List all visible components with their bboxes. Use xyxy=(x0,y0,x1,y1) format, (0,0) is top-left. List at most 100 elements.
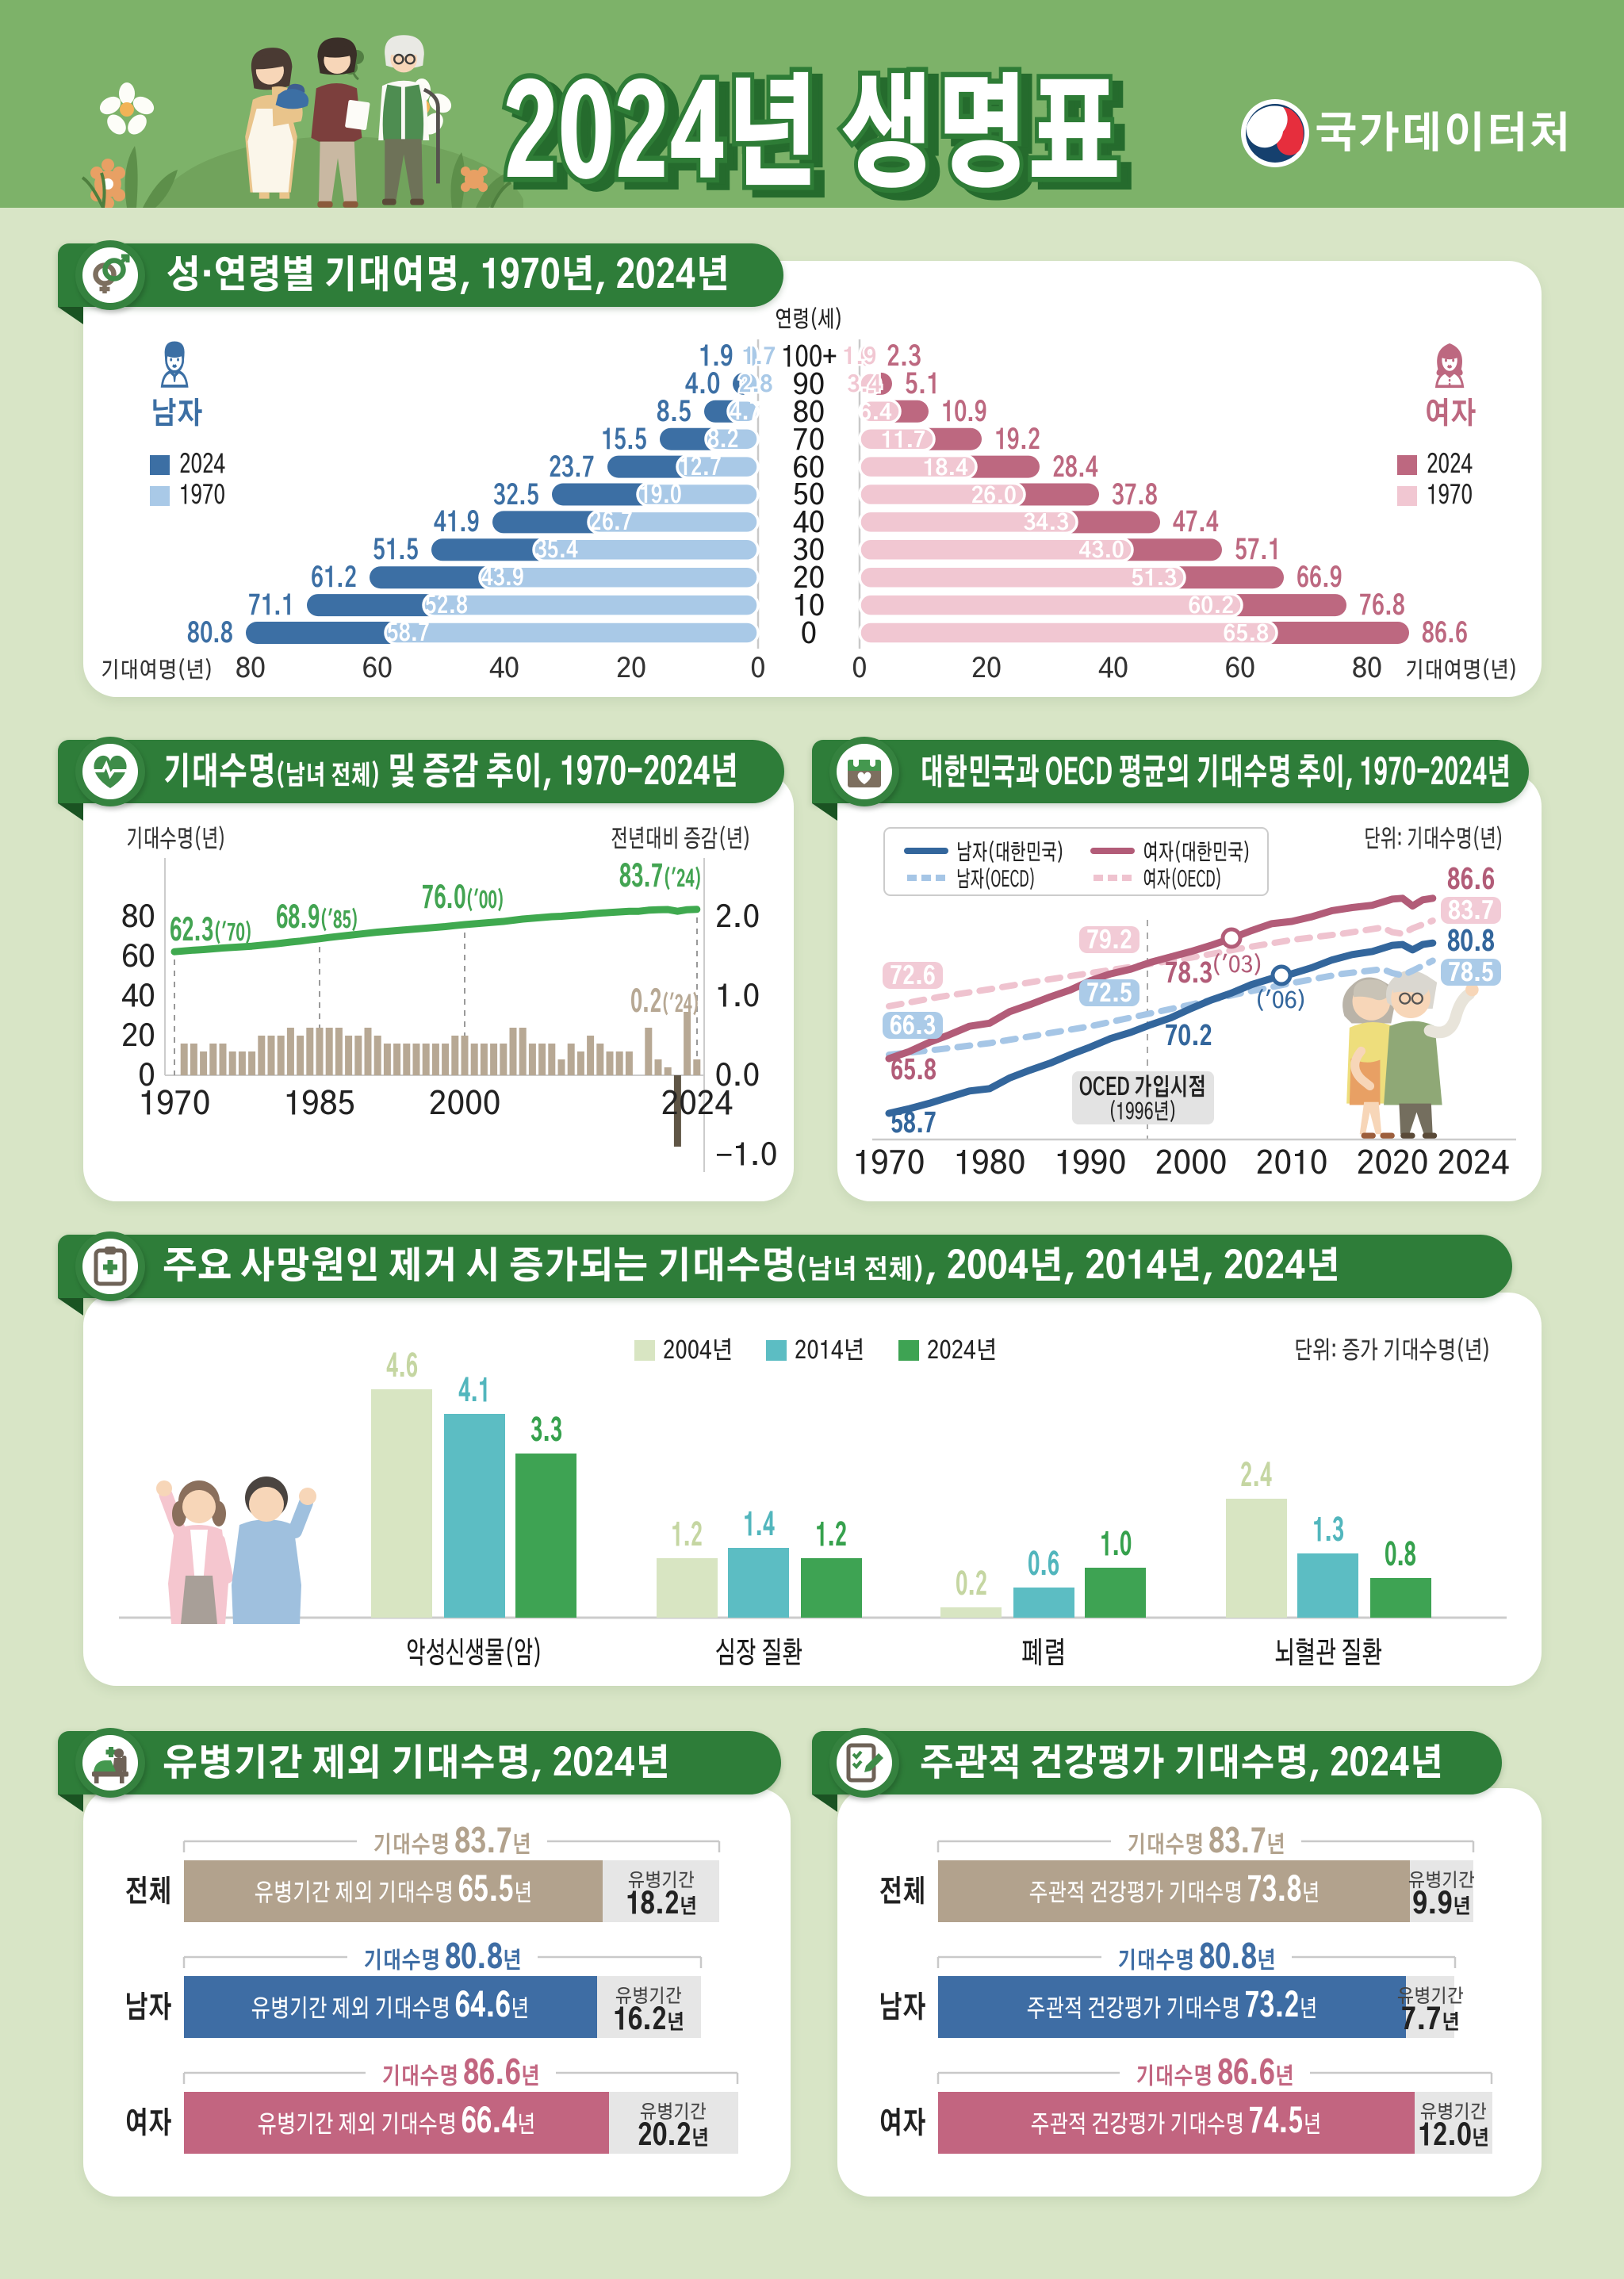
svg-text:기대수명 86.6년: 기대수명 86.6년 xyxy=(1136,2059,1294,2091)
svg-text:기대여명(년): 기대여명(년) xyxy=(1405,657,1518,682)
svg-text:51.5: 51.5 xyxy=(373,538,419,565)
svg-text:68.9('85): 68.9('85) xyxy=(276,904,358,934)
svg-text:2000: 2000 xyxy=(429,1090,500,1121)
svg-text:4.6: 4.6 xyxy=(386,1352,418,1383)
svg-text:단위: 증가 기대수명(년): 단위: 증가 기대수명(년) xyxy=(1294,1337,1491,1364)
svg-text:유병기간: 유병기간 xyxy=(628,1871,695,1890)
svg-text:(1996년): (1996년) xyxy=(1109,1099,1177,1124)
svg-text:0.2('24): 0.2('24) xyxy=(630,988,699,1018)
svg-text:남자: 남자 xyxy=(151,397,203,430)
svg-text:0.2: 0.2 xyxy=(956,1570,987,1601)
svg-text:10: 10 xyxy=(793,593,825,622)
svg-text:83.7: 83.7 xyxy=(1448,899,1494,925)
svg-text:12.7: 12.7 xyxy=(679,456,722,481)
svg-text:18.4: 18.4 xyxy=(923,458,969,480)
svg-text:11.7: 11.7 xyxy=(881,431,926,452)
svg-text:20: 20 xyxy=(616,656,646,683)
svg-text:2024: 2024 xyxy=(1427,452,1473,478)
svg-text:기대수명 83.7년: 기대수명 83.7년 xyxy=(1127,1827,1285,1860)
svg-text:기대수명(남녀 전체) 및 증감 추이, 1970-2024: 기대수명(남녀 전체) 및 증감 추이, 1970-2024년 xyxy=(163,753,738,792)
svg-text:78.5: 78.5 xyxy=(1448,961,1494,986)
svg-text:40: 40 xyxy=(489,656,519,683)
svg-text:80: 80 xyxy=(793,400,825,428)
svg-text:10.9: 10.9 xyxy=(941,400,987,427)
svg-text:2.4: 2.4 xyxy=(1240,1461,1272,1492)
svg-text:1.0: 1.0 xyxy=(1100,1530,1132,1561)
svg-text:26.7: 26.7 xyxy=(590,511,633,535)
svg-text:58.7: 58.7 xyxy=(891,1111,936,1138)
svg-text:19.0: 19.0 xyxy=(639,484,682,508)
svg-text:1985: 1985 xyxy=(284,1090,355,1121)
svg-text:90: 90 xyxy=(793,372,825,400)
svg-text:2004년: 2004년 xyxy=(663,1338,733,1364)
svg-text:43.0: 43.0 xyxy=(1079,541,1124,562)
svg-text:1.7: 1.7 xyxy=(741,347,776,369)
svg-text:2024: 2024 xyxy=(661,1090,733,1121)
svg-text:2024년 생명표: 2024년 생명표 xyxy=(503,71,1121,201)
svg-text:6.4: 6.4 xyxy=(859,403,892,424)
svg-text:여자: 여자 xyxy=(1424,397,1477,430)
svg-text:1980: 1980 xyxy=(954,1149,1025,1181)
svg-text:65.8: 65.8 xyxy=(891,1058,936,1085)
svg-text:유병기간: 유병기간 xyxy=(640,2102,707,2122)
svg-text:기대수명 86.6년: 기대수명 86.6년 xyxy=(381,2059,540,2091)
svg-text:2010: 2010 xyxy=(1256,1149,1327,1181)
svg-text:28.4: 28.4 xyxy=(1052,455,1098,482)
svg-text:2020: 2020 xyxy=(1357,1149,1428,1181)
svg-text:60: 60 xyxy=(1225,656,1255,683)
svg-text:2024: 2024 xyxy=(1438,1149,1509,1181)
svg-text:20: 20 xyxy=(121,1022,155,1052)
svg-text:9.9년: 9.9년 xyxy=(1412,1890,1471,1920)
svg-text:1970: 1970 xyxy=(139,1090,210,1121)
svg-text:72.5: 72.5 xyxy=(1086,982,1132,1007)
svg-text:전체: 전체 xyxy=(879,1875,926,1908)
svg-text:8.2: 8.2 xyxy=(707,428,739,453)
svg-text:심장 질환: 심장 질환 xyxy=(715,1637,802,1669)
svg-text:기대여명(년): 기대여명(년) xyxy=(101,657,213,682)
svg-text:뇌혈관 질환: 뇌혈관 질환 xyxy=(1274,1637,1382,1669)
svg-text:20: 20 xyxy=(793,565,825,594)
svg-text:1.9: 1.9 xyxy=(842,346,876,369)
svg-text:65.8: 65.8 xyxy=(1224,624,1269,645)
svg-text:80.8: 80.8 xyxy=(187,621,233,648)
svg-text:86.6: 86.6 xyxy=(1447,867,1495,894)
svg-text:남자: 남자 xyxy=(124,1991,172,2024)
svg-text:43.9: 43.9 xyxy=(481,566,524,591)
svg-text:주요 사망원인 제거 시 증가되는 기대수명(남녀 전체),: 주요 사망원인 제거 시 증가되는 기대수명(남녀 전체), 2004년, 20… xyxy=(163,1247,1340,1286)
svg-text:57.1: 57.1 xyxy=(1235,538,1281,565)
svg-text:70: 70 xyxy=(793,427,825,456)
svg-text:성·연령별 기대여명, 1970년, 2024년: 성·연령별 기대여명, 1970년, 2024년 xyxy=(167,255,730,296)
svg-text:기대수명(년): 기대수명(년) xyxy=(126,825,226,852)
svg-text:62.3('70): 62.3('70) xyxy=(170,917,252,947)
svg-text:61.2: 61.2 xyxy=(311,565,357,592)
svg-text:2024년: 2024년 xyxy=(927,1338,997,1364)
svg-text:1.0: 1.0 xyxy=(715,982,760,1013)
svg-text:2014년: 2014년 xyxy=(795,1338,864,1364)
svg-text:1.2: 1.2 xyxy=(671,1521,703,1552)
svg-text:58.7: 58.7 xyxy=(387,622,430,646)
svg-text:0: 0 xyxy=(801,621,817,649)
svg-text:5.1: 5.1 xyxy=(905,372,940,399)
svg-text:유병기간: 유병기간 xyxy=(1397,1986,1464,2006)
svg-text:26.0: 26.0 xyxy=(971,486,1017,508)
svg-text:32.5: 32.5 xyxy=(493,483,539,510)
svg-text:76.0('00): 76.0('00) xyxy=(422,884,504,914)
svg-text:0.6: 0.6 xyxy=(1028,1550,1059,1581)
svg-text:19.2: 19.2 xyxy=(994,427,1040,454)
svg-text:여자(OECD): 여자(OECD) xyxy=(1143,867,1222,891)
svg-text:86.6: 86.6 xyxy=(1422,621,1468,648)
svg-text:('03): ('03) xyxy=(1211,952,1263,977)
svg-text:기대수명 80.8년: 기대수명 80.8년 xyxy=(1117,1943,1276,1975)
svg-text:1.4: 1.4 xyxy=(743,1511,775,1542)
svg-text:0: 0 xyxy=(139,1062,156,1092)
svg-text:41.9: 41.9 xyxy=(434,510,480,537)
svg-text:66.9: 66.9 xyxy=(1297,565,1342,592)
svg-text:40: 40 xyxy=(793,510,825,538)
svg-text:35.4: 35.4 xyxy=(535,538,578,563)
svg-text:전년대비 증감(년): 전년대비 증감(년) xyxy=(611,825,751,852)
svg-text:2.3: 2.3 xyxy=(887,344,921,371)
svg-text:30: 30 xyxy=(793,538,825,566)
svg-text:0: 0 xyxy=(852,656,867,683)
svg-text:1990: 1990 xyxy=(1055,1149,1126,1181)
svg-text:60: 60 xyxy=(793,455,825,484)
